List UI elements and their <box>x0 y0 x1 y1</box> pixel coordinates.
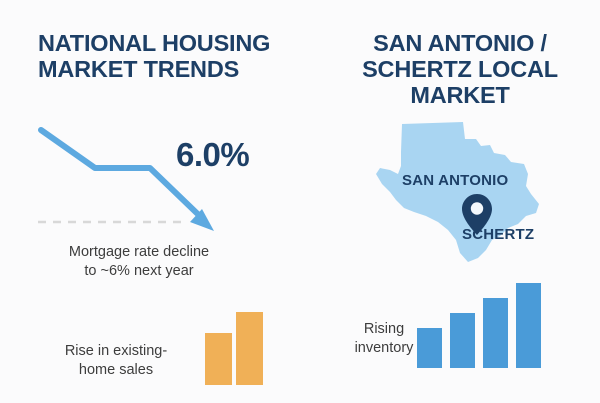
map-pin-icon <box>462 194 492 235</box>
san-antonio-market-title: SAN ANTONIO / SCHERTZ LOCAL MARKET <box>362 30 558 108</box>
existing-home-sales-bar-chart <box>205 312 263 385</box>
san-antonio-city-label: SAN ANTONIO <box>402 172 509 189</box>
orange-bar-2 <box>236 312 263 385</box>
rising-inventory-bar-chart <box>417 283 541 368</box>
texas-map-shape <box>376 122 539 262</box>
declining-arrow-head <box>190 209 214 231</box>
blue-bar-3 <box>483 298 508 368</box>
existing-home-sales-caption: Rise in existing- home sales <box>64 343 168 378</box>
mortgage-rate-decline-chart <box>38 127 214 231</box>
blue-bar-2 <box>450 313 475 368</box>
san-antonio-market-panel: SAN ANTONIO / SCHERTZ LOCAL MARKET SAN A… <box>320 0 600 403</box>
orange-bar-1 <box>205 333 232 385</box>
national-housing-panel: NATIONAL HOUSING MARKET TRENDS 6.0% Mort… <box>38 30 271 385</box>
blue-bar-1 <box>417 328 442 368</box>
mortgage-rate-stat: 6.0% <box>176 136 250 173</box>
texas-state-map <box>376 122 539 262</box>
schertz-city-label: SCHERTZ <box>462 226 535 243</box>
blue-bar-4 <box>516 283 541 368</box>
mortgage-rate-caption: Mortgage rate decline to ~6% next year <box>68 244 210 279</box>
national-housing-title: NATIONAL HOUSING MARKET TRENDS <box>38 30 271 82</box>
declining-arrow-line <box>38 127 208 224</box>
rising-inventory-caption: Rising inventory <box>354 321 414 356</box>
